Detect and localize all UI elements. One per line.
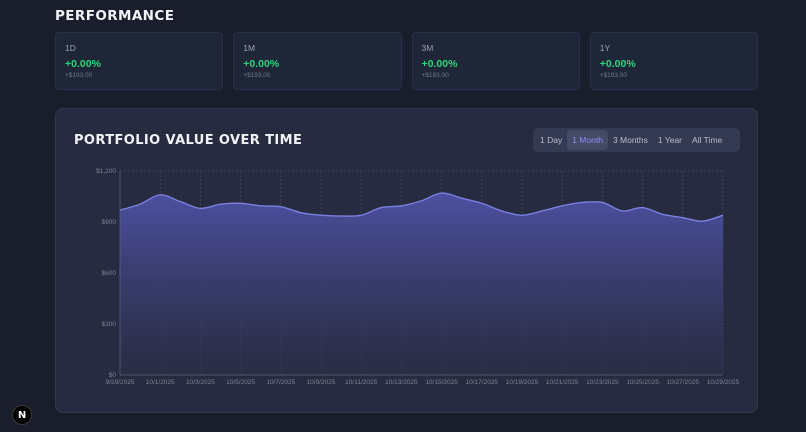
performance-period: 3M — [421, 43, 434, 53]
x-tick-label: 10/9/2025 — [307, 379, 336, 386]
y-tick-label: $1,200 — [96, 168, 116, 175]
x-tick-label: 10/25/2025 — [626, 379, 659, 386]
range-button-1-day[interactable]: 1 Day — [540, 135, 563, 145]
performance-cards: 1D +0.00% +$193.00 1M +0.00% +$193.00 3M… — [55, 32, 758, 90]
performance-period: 1Y — [599, 43, 611, 53]
x-tick-label: 9/29/2025 — [106, 379, 135, 386]
portfolio-chart-title: PORTFOLIO VALUE OVER TIME — [74, 133, 303, 148]
performance-card-1m: 1M +0.00% +$193.00 — [233, 32, 402, 90]
performance-amount: +$193.00 — [599, 72, 628, 79]
y-tick-label: $600 — [102, 270, 117, 277]
performance-change: +0.00% — [243, 58, 280, 70]
portfolio-value-chart: $0 $300 $600 $900 $1,200 9/29/2025 10/1/2025 10… — [96, 168, 740, 386]
nextjs-n-icon[interactable]: N — [12, 405, 32, 425]
y-tick-label: $300 — [102, 321, 117, 328]
x-tick-label: 10/19/2025 — [506, 379, 539, 386]
performance-change: +0.00% — [65, 58, 101, 70]
performance-change: +0.00% — [599, 58, 636, 70]
badge-letter: N — [17, 409, 27, 421]
performance-change: +0.00% — [421, 58, 458, 70]
x-tick-label: 10/5/2025 — [226, 379, 255, 386]
time-range-selector: 1 Day 1 Month 3 Months 1 Year All Time — [533, 128, 740, 152]
x-tick-label: 10/27/2025 — [667, 379, 700, 386]
range-button-1-month[interactable]: 1 Month — [567, 130, 608, 150]
performance-amount: +$193.00 — [65, 72, 93, 79]
x-tick-label: 10/1/2025 — [146, 379, 175, 386]
performance-card-3m: 3M +0.00% +$193.00 — [411, 32, 580, 90]
chart-axes: $0 $300 $600 $900 $1,200 9/29/2025 10/1/2025 10… — [96, 168, 740, 386]
x-tick-label: 10/17/2025 — [466, 379, 499, 386]
performance-title: PERFORMANCE — [55, 8, 175, 24]
performance-period: 1M — [243, 43, 256, 53]
x-tick-label: 10/7/2025 — [266, 379, 295, 386]
x-tick-label: 10/23/2025 — [586, 379, 619, 386]
x-tick-label: 10/3/2025 — [186, 379, 215, 386]
range-button-1-year[interactable]: 1 Year — [657, 135, 683, 145]
performance-card-1d: 1D +0.00% +$193.00 — [55, 32, 224, 90]
x-tick-label: 10/13/2025 — [385, 379, 418, 386]
performance-amount: +$193.00 — [243, 72, 271, 79]
performance-card-1y: 1Y +0.00% +$193.00 — [589, 32, 758, 90]
portfolio-chart-card: PORTFOLIO VALUE OVER TIME 1 Day 1 Month … — [55, 108, 758, 413]
portfolio-value-line — [119, 192, 724, 222]
chart-area-layer — [119, 192, 724, 375]
x-tick-label: 10/21/2025 — [546, 379, 579, 386]
y-tick-label: $0 — [109, 372, 117, 379]
x-tick-label: 10/29/2025 — [707, 379, 740, 386]
x-tick-label: 10/11/2025 — [345, 379, 377, 386]
performance-amount: +$193.00 — [421, 72, 449, 79]
portfolio-area-fill — [120, 193, 723, 375]
x-tick-label: 10/15/2025 — [425, 379, 458, 386]
range-button-3-months[interactable]: 3 Months — [612, 135, 648, 145]
range-button-all-time[interactable]: All Time — [692, 135, 723, 145]
performance-period: 1D — [65, 43, 76, 53]
y-tick-label: $900 — [102, 219, 117, 226]
